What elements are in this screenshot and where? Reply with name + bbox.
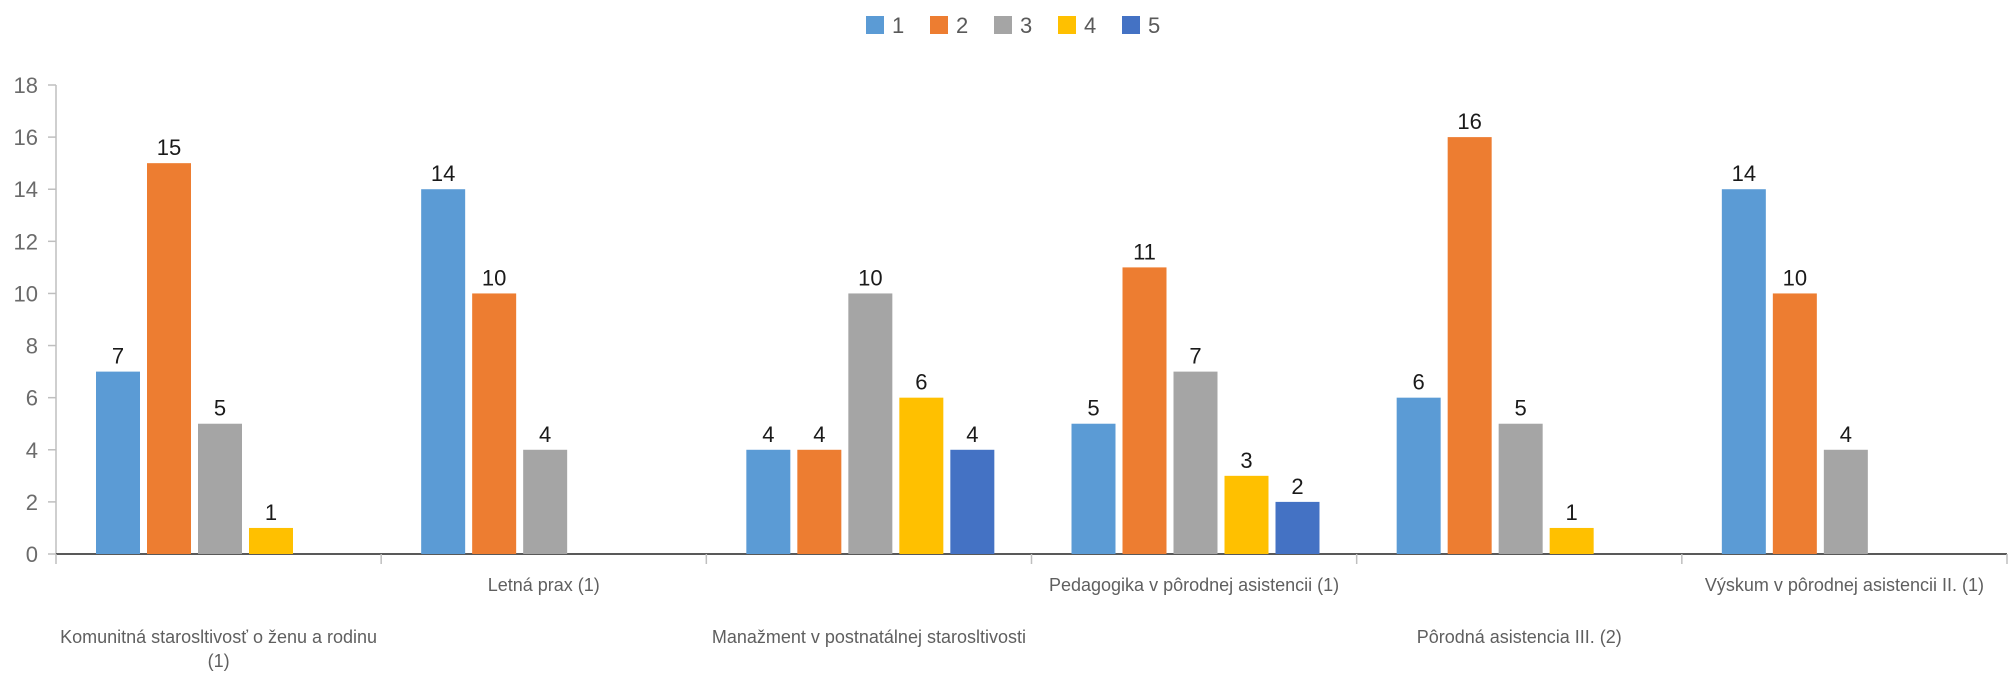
legend-item-4: 4 <box>1058 13 1096 38</box>
bar-manazment-v-postnatalnej-starosltivosti-series-5 <box>950 449 995 554</box>
bar-manazment-v-postnatalnej-starosltivosti-series-4 <box>899 397 944 554</box>
bar-letna-prax-1-series-1 <box>421 189 466 554</box>
category-label-manazment-v-postnatalnej-starosltivosti: Manažment v postnatálnej starosltivosti <box>712 627 1026 647</box>
bar-letna-prax-1-series-2 <box>472 293 517 554</box>
legend-swatch <box>1058 16 1076 34</box>
data-label: 4 <box>762 422 774 447</box>
bar-pedagogika-v-porodnej-asistencii-1-series-3 <box>1173 371 1218 554</box>
category-label-komunitna-starosltivost-o-zenu-a-rodinu-1: Komunitná starosltivosť o ženu a rodinu(… <box>60 627 377 671</box>
y-tick-label: 2 <box>26 490 38 515</box>
data-label: 4 <box>539 422 551 447</box>
legend-swatch <box>866 16 884 34</box>
category-label-pedagogika-v-porodnej-asistencii-1: Pedagogika v pôrodnej asistencii (1) <box>1049 575 1339 595</box>
data-label: 6 <box>1413 370 1425 395</box>
legend-label: 5 <box>1148 13 1160 38</box>
data-label: 4 <box>1840 422 1852 447</box>
bar-manazment-v-postnatalnej-starosltivosti-series-2 <box>797 449 842 554</box>
bar-porodna-asistencia-iii-2-series-2 <box>1447 137 1492 554</box>
bars <box>96 137 1868 554</box>
bar-pedagogika-v-porodnej-asistencii-1-series-2 <box>1122 267 1167 554</box>
y-tick-label: 4 <box>26 438 38 463</box>
data-label: 5 <box>1515 396 1527 421</box>
data-label: 6 <box>915 370 927 395</box>
data-labels: 7 15 5 1 14 10 4 4 4 10 6 4 5 11 7 3 2 6 16 5 1 14 10 4 <box>112 109 1852 525</box>
bar-vyskum-v-porodnej-asistencii-ii-1-series-2 <box>1772 293 1817 554</box>
bar-vyskum-v-porodnej-asistencii-ii-1-series-3 <box>1823 449 1868 554</box>
data-label: 7 <box>112 344 124 369</box>
category-label-letna-prax-1: Letná prax (1) <box>488 575 600 595</box>
bar-porodna-asistencia-iii-2-series-4 <box>1549 527 1594 554</box>
legend-swatch <box>930 16 948 34</box>
bar-komunitna-starosltivost-o-zenu-a-rodinu-1-series-2 <box>147 163 191 554</box>
data-label: 14 <box>431 161 455 186</box>
data-label: 2 <box>1291 474 1303 499</box>
data-label: 5 <box>214 396 226 421</box>
y-tick-label: 8 <box>26 334 38 359</box>
y-tick-label: 18 <box>14 73 38 98</box>
legend: 1 2 3 4 5 <box>866 13 1160 38</box>
legend-label: 2 <box>956 13 968 38</box>
data-label: 11 <box>1133 239 1156 264</box>
data-label: 3 <box>1240 448 1252 473</box>
bar-komunitna-starosltivost-o-zenu-a-rodinu-1-series-4 <box>249 527 293 554</box>
legend-swatch <box>994 16 1012 34</box>
data-label: 4 <box>813 422 825 447</box>
bar-letna-prax-1-series-3 <box>523 449 568 554</box>
data-label: 14 <box>1732 161 1756 186</box>
legend-label: 3 <box>1020 13 1032 38</box>
bar-porodna-asistencia-iii-2-series-3 <box>1498 423 1543 554</box>
legend-item-5: 5 <box>1122 13 1160 38</box>
bar-manazment-v-postnatalnej-starosltivosti-series-1 <box>746 449 791 554</box>
y-tick-label: 0 <box>26 542 38 567</box>
data-label: 10 <box>858 265 882 290</box>
data-label: 16 <box>1457 109 1481 134</box>
bar-pedagogika-v-porodnej-asistencii-1-series-5 <box>1275 501 1320 554</box>
bar-komunitna-starosltivost-o-zenu-a-rodinu-1-series-3 <box>198 423 242 554</box>
bar-pedagogika-v-porodnej-asistencii-1-series-1 <box>1071 423 1116 554</box>
category-label-porodna-asistencia-iii-2: Pôrodná asistencia III. (2) <box>1417 627 1622 647</box>
legend-item-2: 2 <box>930 13 968 38</box>
bar-manazment-v-postnatalnej-starosltivosti-series-3 <box>848 293 893 554</box>
data-label: 10 <box>482 265 506 290</box>
y-tick-label: 12 <box>14 229 38 254</box>
data-label: 1 <box>1566 500 1578 525</box>
data-label: 15 <box>157 135 181 160</box>
y-tick-label: 14 <box>14 177 38 202</box>
y-tick-label: 16 <box>14 125 38 150</box>
data-label: 7 <box>1189 344 1201 369</box>
bar-porodna-asistencia-iii-2-series-1 <box>1396 397 1441 554</box>
legend-item-3: 3 <box>994 13 1032 38</box>
y-tick-label: 6 <box>26 386 38 411</box>
data-label: 1 <box>265 500 277 525</box>
bar-pedagogika-v-porodnej-asistencii-1-series-4 <box>1224 475 1269 554</box>
data-label: 10 <box>1783 265 1807 290</box>
bar-komunitna-starosltivost-o-zenu-a-rodinu-1-series-1 <box>96 371 140 554</box>
legend-label: 1 <box>892 13 904 38</box>
legend-item-1: 1 <box>866 13 904 38</box>
legend-swatch <box>1122 16 1140 34</box>
data-label: 5 <box>1087 396 1099 421</box>
legend-label: 4 <box>1084 13 1096 38</box>
category-label-vyskum-v-porodnej-asistencii-ii-1: Výskum v pôrodnej asistencii II. (1) <box>1705 575 1984 595</box>
y-tick-label: 10 <box>14 281 38 306</box>
data-label: 4 <box>966 422 978 447</box>
category-labels: Komunitná starosltivosť o ženu a rodinu(… <box>60 575 1984 671</box>
bar-vyskum-v-porodnej-asistencii-ii-1-series-1 <box>1721 189 1766 554</box>
